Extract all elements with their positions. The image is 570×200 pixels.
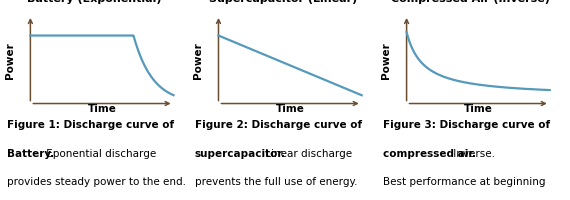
Text: supercapacitor.: supercapacitor. xyxy=(194,148,286,158)
Title: Compressed Air (Inverse): Compressed Air (Inverse) xyxy=(392,0,550,4)
Title: Battery (Exponential): Battery (Exponential) xyxy=(27,0,162,4)
Text: Time: Time xyxy=(88,104,116,114)
Text: Figure 1: Discharge curve of: Figure 1: Discharge curve of xyxy=(6,119,174,129)
Title: Supercapacitor (Linear): Supercapacitor (Linear) xyxy=(209,0,357,4)
Text: Time: Time xyxy=(276,104,304,114)
Text: prevents the full use of energy.: prevents the full use of energy. xyxy=(194,176,357,186)
Text: Time: Time xyxy=(464,104,492,114)
Text: provides steady power to the end.: provides steady power to the end. xyxy=(6,176,185,186)
Text: Figure 3: Discharge curve of: Figure 3: Discharge curve of xyxy=(382,119,550,129)
Text: Linear discharge: Linear discharge xyxy=(262,148,352,158)
Text: Best performance at beginning: Best performance at beginning xyxy=(382,176,545,186)
Text: Power: Power xyxy=(5,42,15,78)
Text: Inverse.: Inverse. xyxy=(450,148,495,158)
Text: Battery.: Battery. xyxy=(6,148,54,158)
Text: compressed air.: compressed air. xyxy=(382,148,476,158)
Text: Power: Power xyxy=(193,42,203,78)
Text: Figure 2: Discharge curve of: Figure 2: Discharge curve of xyxy=(194,119,362,129)
Text: Eponential discharge: Eponential discharge xyxy=(43,148,156,158)
Text: Power: Power xyxy=(381,42,391,78)
